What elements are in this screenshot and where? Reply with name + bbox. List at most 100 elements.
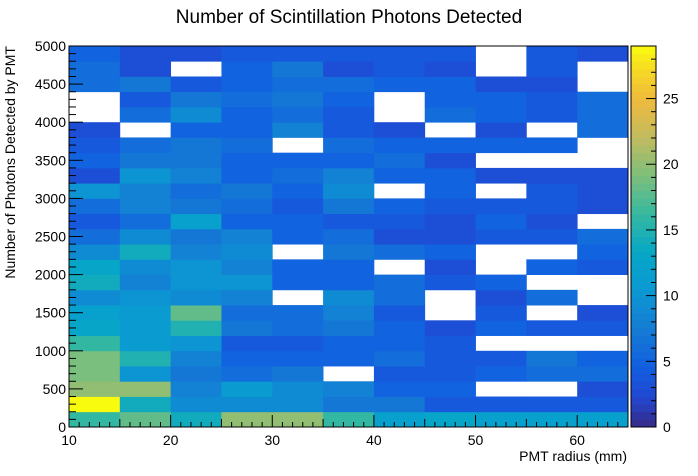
heatmap-cell (526, 259, 578, 275)
heatmap-cell (69, 259, 121, 275)
chart-title: Number of Scintillation Photons Detected (176, 7, 522, 28)
heatmap-cell (119, 305, 172, 321)
heatmap-cell (221, 289, 273, 306)
heatmap-cell (373, 228, 426, 245)
y-tick-label: 2000 (35, 267, 66, 283)
colorbar-band (631, 381, 656, 390)
heatmap-cell (424, 244, 476, 260)
heatmap-cell (69, 381, 121, 397)
heatmap-cell (373, 305, 426, 321)
colorbar-band (631, 167, 656, 177)
colorbar-band (631, 122, 656, 131)
heatmap-cell (69, 46, 121, 62)
heatmap-cell (577, 167, 629, 184)
heatmap-cell (475, 106, 527, 123)
heatmap-cell (323, 152, 375, 169)
heatmap-cell (221, 137, 273, 154)
heatmap-cell (577, 396, 629, 413)
colorbar-band (631, 282, 656, 291)
heatmap-cell (323, 411, 375, 428)
heatmap-cell (272, 381, 324, 397)
heatmap-cell (272, 366, 324, 382)
heatmap-cell (119, 198, 172, 215)
heatmap-cell (475, 366, 527, 382)
heatmap-cell (424, 396, 476, 413)
heatmap-cell (170, 46, 222, 62)
heatmap-cell (424, 259, 476, 275)
heatmap-cell (475, 305, 527, 321)
heatmap-cell (69, 244, 121, 260)
colorbar-band (631, 289, 656, 298)
heatmap-cell (323, 167, 375, 184)
heatmap-cell (373, 274, 426, 291)
colorbar-band (631, 53, 656, 62)
heatmap-cell (526, 76, 578, 93)
heatmap-cell (373, 411, 426, 428)
x-tick-label: 50 (468, 432, 484, 448)
heatmap-cell (221, 305, 273, 321)
heatmap-cell (221, 61, 273, 77)
heatmap-cell (577, 198, 629, 215)
heatmap-cell (373, 366, 426, 382)
heatmap-cell (69, 198, 121, 215)
heatmap-cell (119, 106, 172, 123)
y-tick-label: 4500 (35, 76, 66, 92)
heatmap-cell (424, 91, 476, 108)
heatmap-cell (526, 46, 578, 62)
heatmap-cell (69, 305, 121, 321)
heatmap-cell (475, 228, 527, 245)
heatmap-cell (526, 106, 578, 123)
heatmap-cell (170, 320, 222, 336)
heatmap-cell (323, 289, 375, 306)
heatmap-cell (424, 137, 476, 154)
colorbar-band (631, 236, 656, 245)
heatmap-cell (221, 198, 273, 215)
heatmap-cell (526, 183, 578, 199)
heatmap-cell (221, 183, 273, 199)
colorbar-band (631, 91, 656, 100)
heatmap-cell (170, 396, 222, 413)
heatmap-cell (170, 183, 222, 199)
heatmap-cell (424, 350, 476, 367)
y-tick-label: 0 (58, 419, 66, 435)
heatmap-cell (221, 228, 273, 245)
heatmap-cell (475, 167, 527, 184)
heatmap-cell (373, 61, 426, 77)
heatmap-cell (221, 91, 273, 108)
colorbar-band (631, 198, 656, 207)
heatmap-cell (119, 335, 172, 352)
heatmap-cell (323, 274, 375, 291)
x-tick-label: 40 (366, 432, 382, 448)
heatmap-cell (119, 289, 172, 306)
heatmap-cell (170, 244, 222, 260)
colorbar: 0 5 10 15 20 25 (630, 45, 679, 435)
heatmap-cell (272, 198, 324, 215)
heatmap-cell (526, 137, 578, 154)
y-axis-label: Number of Photons Detected by PMT (2, 46, 18, 279)
heatmap-cell (170, 366, 222, 382)
heatmap-cell (272, 259, 324, 275)
heatmap-cell (69, 152, 121, 169)
heatmap-cell (424, 167, 476, 184)
heatmap-cell (475, 274, 527, 291)
y-tick-label: 2500 (35, 229, 66, 245)
heatmap-cell (373, 381, 426, 397)
heatmap-cell (69, 274, 121, 291)
heatmap-cell (526, 396, 578, 413)
y-tick-label: 4000 (35, 114, 66, 130)
heatmap-cell (272, 76, 324, 93)
colorbar-tick-label: 25 (663, 91, 679, 107)
heatmap-cell (69, 137, 121, 154)
heatmap-cell (577, 122, 629, 138)
heatmap-cell (119, 76, 172, 93)
colorbar-band (631, 388, 656, 398)
heatmap-cell (475, 320, 527, 336)
heatmap-cell (323, 213, 375, 230)
heatmap-cell (272, 152, 324, 169)
heatmap-cell (119, 91, 172, 108)
heatmap-cell (373, 350, 426, 367)
y-tick-label: 5000 (35, 38, 66, 54)
heatmap-cell (323, 228, 375, 245)
colorbar-band (631, 366, 656, 375)
